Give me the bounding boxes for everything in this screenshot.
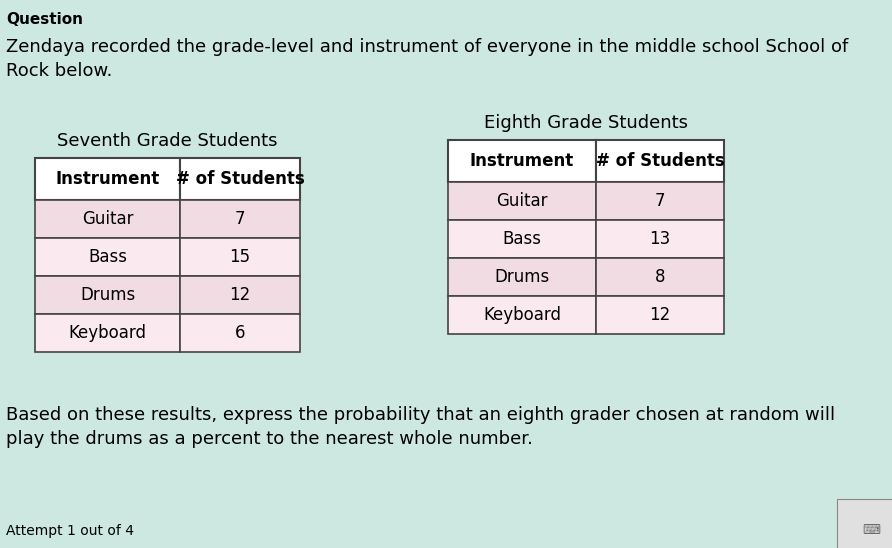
Text: 12: 12: [229, 286, 251, 304]
FancyBboxPatch shape: [448, 140, 596, 182]
Text: # of Students: # of Students: [596, 152, 724, 170]
FancyBboxPatch shape: [35, 314, 180, 352]
Text: play the drums as a percent to the nearest whole number.: play the drums as a percent to the neare…: [6, 430, 533, 448]
Text: # of Students: # of Students: [176, 170, 304, 188]
FancyBboxPatch shape: [35, 158, 180, 200]
Text: ⌨: ⌨: [862, 524, 880, 537]
Text: Guitar: Guitar: [496, 192, 548, 210]
Text: Question: Question: [6, 12, 83, 27]
FancyBboxPatch shape: [448, 296, 596, 334]
Text: 15: 15: [229, 248, 251, 266]
Text: Attempt 1 out of 4: Attempt 1 out of 4: [6, 524, 134, 538]
FancyBboxPatch shape: [180, 200, 300, 238]
Text: Instrument: Instrument: [55, 170, 160, 188]
Text: 8: 8: [655, 268, 665, 286]
Text: Keyboard: Keyboard: [69, 324, 146, 342]
FancyBboxPatch shape: [35, 200, 180, 238]
Text: Guitar: Guitar: [82, 210, 133, 228]
Text: Rock below.: Rock below.: [6, 62, 112, 80]
FancyBboxPatch shape: [180, 158, 300, 200]
FancyBboxPatch shape: [596, 220, 724, 258]
FancyBboxPatch shape: [448, 220, 596, 258]
FancyBboxPatch shape: [596, 296, 724, 334]
FancyBboxPatch shape: [596, 140, 724, 182]
Text: Based on these results, express the probability that an eighth grader chosen at : Based on these results, express the prob…: [6, 406, 835, 424]
FancyBboxPatch shape: [180, 314, 300, 352]
Text: Zendaya recorded the grade-level and instrument of everyone in the middle school: Zendaya recorded the grade-level and ins…: [6, 38, 848, 56]
Text: 7: 7: [235, 210, 245, 228]
FancyBboxPatch shape: [448, 182, 596, 220]
Text: Instrument: Instrument: [470, 152, 574, 170]
Text: Bass: Bass: [502, 230, 541, 248]
Text: 6: 6: [235, 324, 245, 342]
Text: Drums: Drums: [494, 268, 549, 286]
Text: Seventh Grade Students: Seventh Grade Students: [57, 132, 277, 150]
FancyBboxPatch shape: [35, 238, 180, 276]
FancyBboxPatch shape: [35, 276, 180, 314]
FancyBboxPatch shape: [596, 258, 724, 296]
FancyBboxPatch shape: [596, 182, 724, 220]
FancyBboxPatch shape: [448, 258, 596, 296]
Text: 7: 7: [655, 192, 665, 210]
FancyBboxPatch shape: [180, 276, 300, 314]
FancyBboxPatch shape: [180, 238, 300, 276]
Text: Eighth Grade Students: Eighth Grade Students: [484, 114, 688, 132]
Text: 12: 12: [649, 306, 671, 324]
Text: Bass: Bass: [88, 248, 127, 266]
Text: Keyboard: Keyboard: [483, 306, 561, 324]
Text: Drums: Drums: [80, 286, 135, 304]
Text: 13: 13: [649, 230, 671, 248]
